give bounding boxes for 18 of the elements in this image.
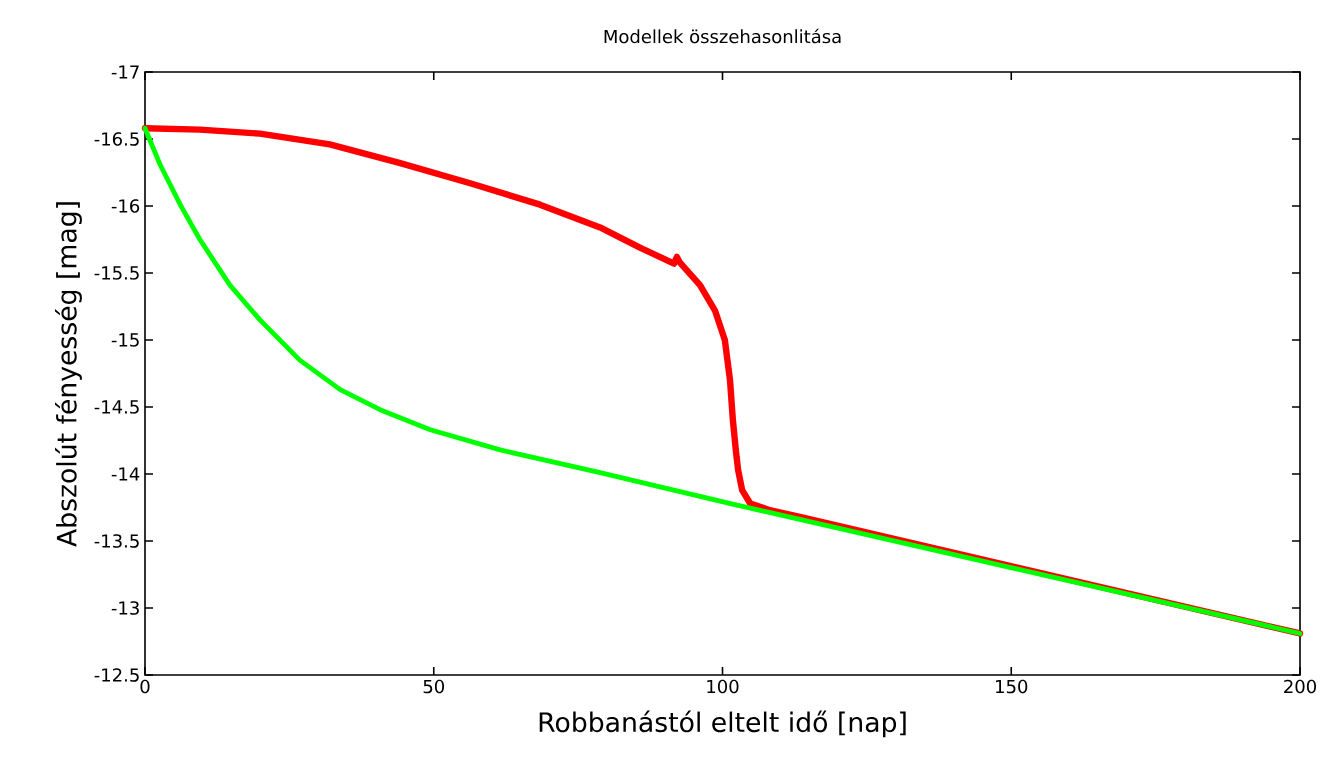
y-tick-label: -13.5: [94, 534, 139, 548]
x-tick-label: 0: [140, 679, 150, 694]
y-tick-label: -12.5: [94, 668, 139, 682]
y-tick-label: -15: [111, 333, 139, 347]
x-axis-title: Robbanástól eltelt idő [nap]: [539, 710, 906, 738]
y-tick-label: -17: [111, 65, 139, 79]
y-tick-label: -16.5: [94, 132, 139, 146]
y-tick-label: -13: [111, 601, 139, 615]
x-tick-label: 100: [707, 679, 739, 694]
chart-title: Modellek összehasonlitása: [604, 28, 841, 44]
y-tick-label: -14: [111, 467, 140, 481]
x-tick-label: 200: [1284, 679, 1316, 694]
y-axis-title: Abszolút fényesség [mag]: [55, 202, 82, 547]
x-tick-label: 150: [996, 679, 1028, 694]
y-tick-label: -15.5: [94, 266, 139, 280]
x-tick-label: 50: [423, 679, 445, 694]
y-tick-label: -14.5: [94, 400, 139, 414]
y-tick-label: -16: [111, 199, 140, 213]
